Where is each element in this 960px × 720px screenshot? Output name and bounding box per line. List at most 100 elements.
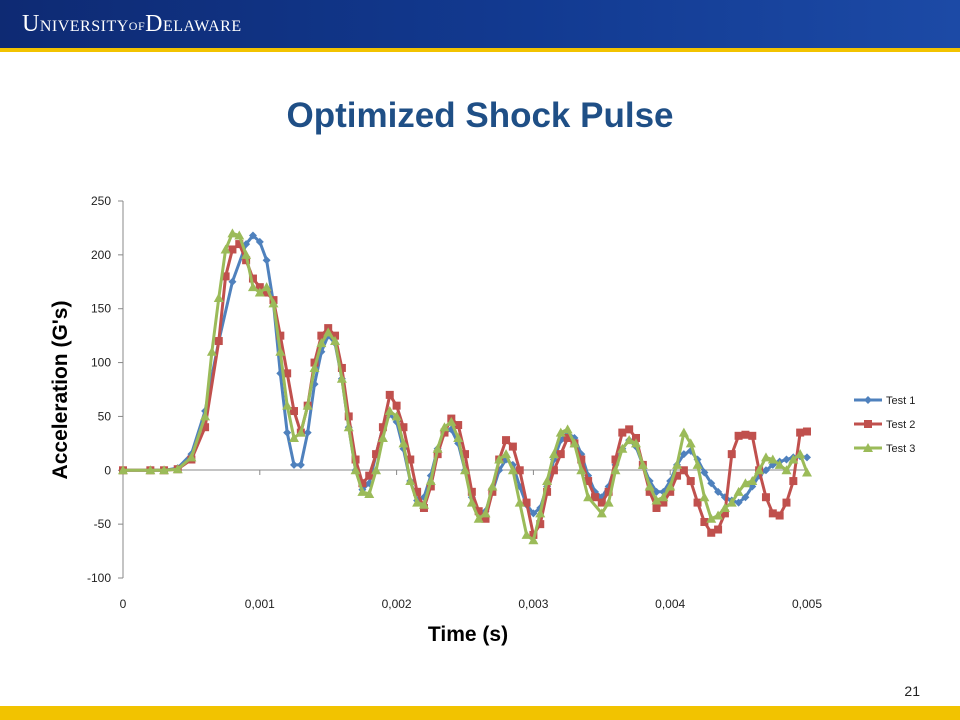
x-tick-label: 0,004	[655, 597, 685, 611]
data-point	[707, 528, 716, 537]
data-point	[234, 230, 245, 240]
header-bar: UNIVERSITYOFDELAWARE	[0, 0, 960, 48]
legend-label: Test 3	[886, 443, 915, 455]
slide-title: Optimized Shock Pulse	[286, 96, 674, 135]
data-point	[782, 498, 791, 507]
data-point	[358, 479, 367, 488]
data-point	[632, 433, 640, 442]
legend-marker	[864, 420, 872, 428]
data-point	[399, 423, 408, 432]
data-point	[480, 508, 491, 518]
data-point	[535, 508, 546, 518]
data-point	[391, 411, 402, 421]
data-point	[548, 449, 559, 459]
y-tick-label: 100	[91, 356, 111, 370]
data-point	[331, 331, 340, 340]
data-point	[227, 228, 238, 238]
y-tick-label: -100	[87, 571, 111, 585]
data-point	[337, 363, 346, 372]
data-point	[802, 467, 812, 477]
data-point	[521, 529, 532, 539]
data-point	[700, 468, 709, 477]
legend-marker	[864, 396, 872, 404]
data-point	[372, 450, 381, 459]
series-test-3	[118, 228, 812, 545]
data-point	[603, 497, 614, 507]
data-point	[118, 465, 128, 475]
data-point	[796, 428, 805, 437]
data-point	[700, 517, 709, 526]
data-point	[584, 477, 593, 486]
data-point	[432, 443, 443, 453]
data-point	[610, 465, 621, 475]
data-point	[418, 499, 429, 509]
data-point	[241, 249, 252, 259]
x-tick-label: 0,005	[792, 597, 822, 611]
data-point	[734, 498, 743, 507]
data-point	[508, 442, 517, 451]
data-point	[474, 507, 483, 516]
data-point	[213, 292, 224, 302]
data-point	[461, 450, 469, 459]
data-point	[617, 443, 628, 453]
data-point	[803, 427, 811, 436]
data-point	[406, 455, 415, 464]
data-point	[248, 231, 257, 240]
data-point	[658, 492, 669, 502]
data-point	[569, 438, 580, 448]
data-point	[290, 407, 298, 416]
data-point	[412, 497, 423, 507]
data-point	[453, 432, 464, 442]
data-point	[228, 245, 237, 254]
data-point	[767, 454, 778, 464]
data-point	[734, 431, 743, 440]
data-point	[788, 454, 799, 464]
data-point	[317, 331, 326, 340]
data-point	[392, 401, 401, 410]
data-point	[741, 493, 750, 502]
data-point	[502, 436, 511, 445]
data-point	[303, 428, 312, 437]
data-point	[295, 427, 306, 437]
data-point	[679, 466, 688, 475]
data-point	[625, 425, 634, 434]
data-point	[276, 331, 285, 340]
data-point	[536, 520, 545, 529]
data-point	[583, 492, 594, 502]
data-point	[309, 362, 320, 372]
data-point	[336, 373, 347, 383]
data-point	[159, 465, 170, 475]
data-point	[562, 424, 573, 434]
y-tick-label: -50	[94, 517, 112, 531]
legend-label: Test 2	[886, 419, 915, 431]
data-point	[221, 272, 230, 281]
data-point	[577, 455, 586, 464]
data-point	[282, 400, 293, 410]
y-tick-label: 50	[98, 409, 112, 423]
data-point	[542, 476, 553, 486]
data-point	[666, 487, 675, 496]
data-point	[261, 282, 272, 292]
data-point	[214, 337, 223, 346]
y-tick-label: 0	[104, 463, 111, 477]
data-point	[460, 465, 470, 475]
data-point	[343, 422, 354, 432]
legend-item: Test 1	[854, 395, 915, 407]
data-point	[529, 509, 538, 518]
data-point	[631, 438, 641, 448]
x-tick-label: 0	[120, 597, 127, 611]
data-point	[596, 508, 607, 518]
chart-legend: Test 1 Test 2 Test 3	[854, 395, 915, 455]
y-tick-label: 150	[91, 302, 111, 316]
data-point	[145, 465, 156, 475]
data-point	[378, 423, 387, 432]
data-point	[624, 435, 635, 445]
data-point	[283, 369, 292, 378]
data-point	[618, 428, 627, 437]
x-tick-label: 0,003	[518, 597, 548, 611]
data-point	[741, 430, 750, 439]
data-point	[699, 492, 710, 502]
data-point	[604, 487, 613, 496]
data-point	[685, 438, 696, 448]
data-point	[563, 433, 572, 442]
